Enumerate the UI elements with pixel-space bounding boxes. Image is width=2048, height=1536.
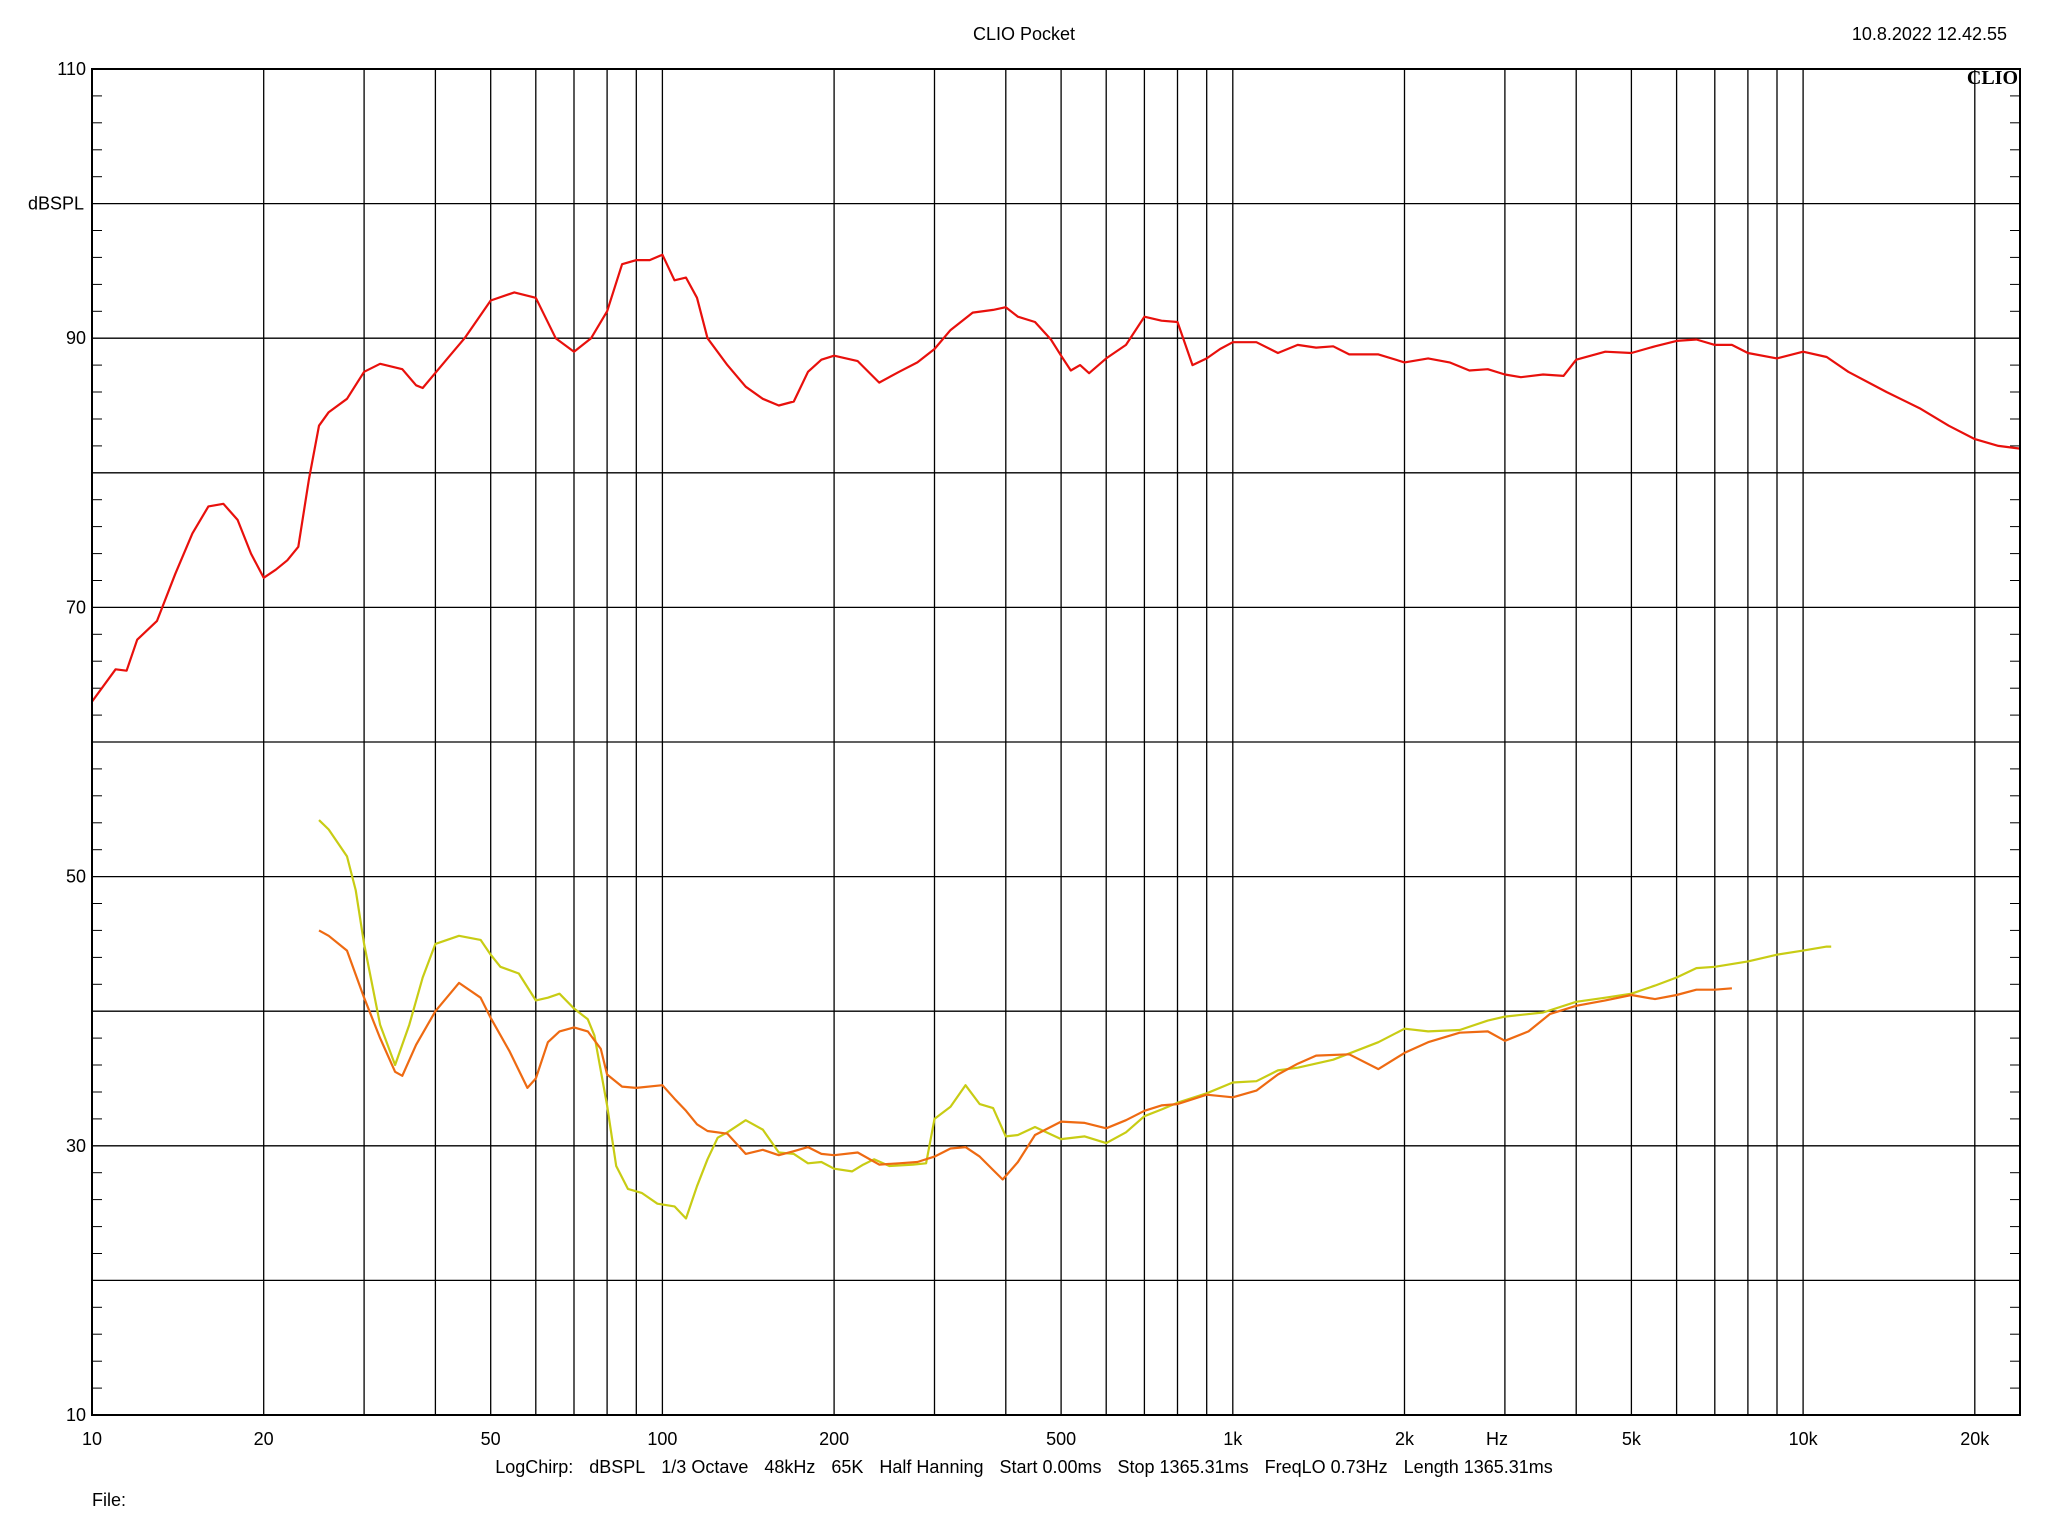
x-tick-label: 500 <box>1046 1429 1076 1449</box>
data-series <box>91 253 2021 1220</box>
settings-item: Stop 1365.31ms <box>1117 1457 1249 1477</box>
y-tick-label: 70 <box>66 597 86 617</box>
settings-item: LogChirp: <box>495 1457 574 1477</box>
axis-labels: 10 20 50 100 200 500 1k 2k 5k 10k 20k 110 90 70 50 30 10… <box>28 59 1990 1449</box>
x-tick-label: 5k <box>1622 1429 1642 1449</box>
y-tick-label: 10 <box>66 1405 86 1425</box>
x-tick-label: 2k <box>1395 1429 1415 1449</box>
y-tick-label: 50 <box>66 867 86 887</box>
x-tick-label: 20k <box>1960 1429 1990 1449</box>
file-label: File: <box>92 1490 127 1510</box>
measurement-settings: LogChirp: dBSPL 1/3 Octave 48kHz 65K Half Han… <box>0 1457 2048 1478</box>
settings-item: FreqLO 0.73Hz <box>1264 1457 1388 1477</box>
x-tick-label: 20 <box>254 1429 274 1449</box>
settings-item: Length 1365.31ms <box>1403 1457 1553 1477</box>
series-line <box>91 253 2021 703</box>
settings-item: Start 0.00ms <box>999 1457 1102 1477</box>
y-axis-label: dBSPL <box>28 194 84 214</box>
plot-frame <box>91 68 2021 1416</box>
settings-item: dBSPL <box>589 1457 646 1477</box>
settings-item: 1/3 Octave <box>661 1457 749 1477</box>
x-tick-label: 10 <box>82 1429 102 1449</box>
x-tick-label: 100 <box>647 1429 677 1449</box>
settings-item: Half Hanning <box>879 1457 984 1477</box>
y-tick-label: 90 <box>66 328 86 348</box>
settings-item: 48kHz <box>764 1457 816 1477</box>
chart-title: CLIO Pocket <box>972 24 1076 44</box>
x-axis-label: Hz <box>1486 1429 1508 1449</box>
y-tick-label: 30 <box>66 1136 86 1156</box>
series-line <box>318 929 1732 1181</box>
settings-item: 65K <box>831 1457 864 1477</box>
x-tick-label: 1k <box>1223 1429 1243 1449</box>
x-tick-label: 10k <box>1789 1429 1819 1449</box>
timestamp: 10.8.2022 12.42.55 <box>1851 24 2007 44</box>
chart-grid <box>91 68 2020 1416</box>
clio-logo: CLIO <box>1967 67 2018 89</box>
y-tick-label: 110 <box>57 59 86 79</box>
x-tick-label: 50 <box>481 1429 501 1449</box>
x-tick-label: 200 <box>819 1429 849 1449</box>
series-line <box>318 819 1832 1220</box>
y-minor-ticks <box>92 95 2020 1389</box>
